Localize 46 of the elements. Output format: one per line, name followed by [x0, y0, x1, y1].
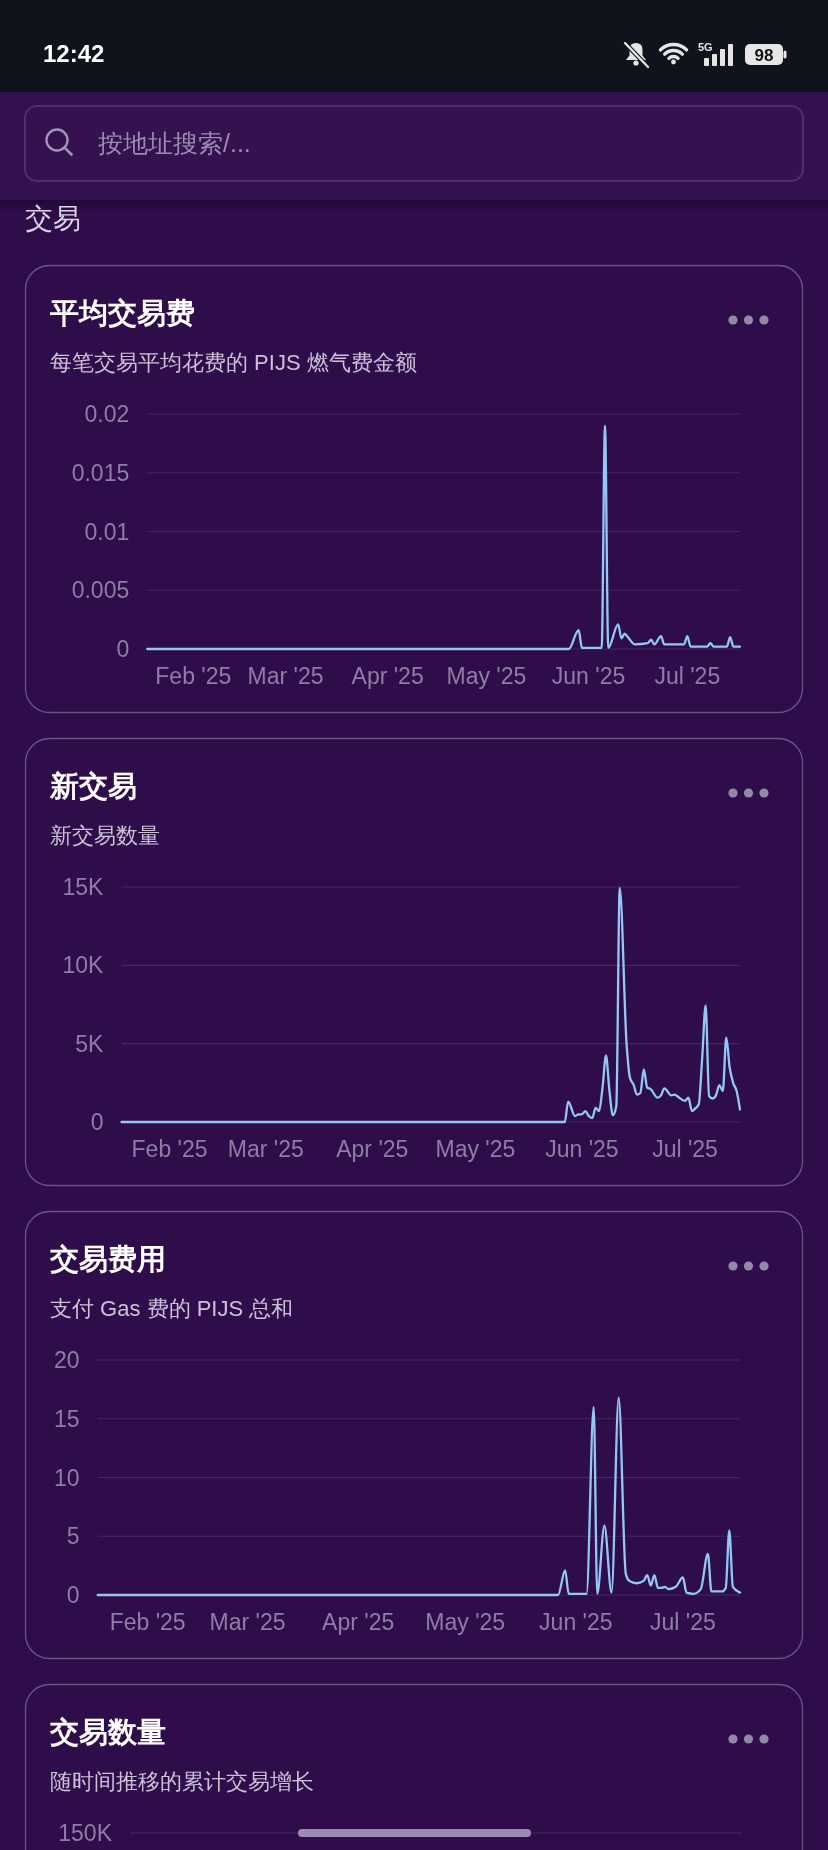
y-tick-label: 10	[54, 1464, 80, 1491]
x-tick-label: Apr '25	[336, 1136, 409, 1162]
x-tick-label: May '25	[425, 1609, 506, 1635]
section-heading: 交易	[25, 203, 81, 234]
card-subtitle: 随时间推移的累计交易增长	[50, 1769, 314, 1794]
x-tick-label: Mar '25	[247, 663, 324, 689]
x-tick-label: Jul '25	[652, 1136, 718, 1162]
x-tick-label: Jun '25	[539, 1609, 613, 1635]
y-tick-label: 5	[66, 1523, 80, 1550]
x-tick-label: Mar '25	[209, 1609, 286, 1635]
status-network: 5G	[698, 41, 713, 53]
y-tick-label: 15	[54, 1405, 80, 1432]
card-subtitle: 支付 Gas 费的 PIJS 总和	[50, 1296, 294, 1321]
card-subtitle: 新交易数量	[50, 823, 160, 848]
x-tick-label: Jun '25	[551, 663, 626, 689]
x-tick-label: Jul '25	[650, 1609, 716, 1635]
y-tick-label: 15K	[62, 874, 104, 900]
y-tick-label: 20	[54, 1347, 80, 1373]
tick-label: 150K	[58, 1820, 112, 1846]
x-tick-label: May '25	[446, 663, 527, 689]
y-tick-label: 10K	[62, 952, 104, 979]
x-tick-label: Feb '25	[109, 1609, 186, 1635]
search-placeholder: 按地址搜索/...	[98, 129, 251, 157]
x-tick-label: Feb '25	[155, 663, 232, 689]
card-subtitle: 每笔交易平均花费的 PIJS 燃气费金额	[50, 350, 417, 375]
y-tick-label: 0.005	[71, 577, 130, 604]
x-tick-label: Feb '25	[131, 1136, 208, 1162]
x-tick-label: Apr '25	[351, 663, 424, 689]
card-title: 新交易	[50, 770, 137, 802]
y-tick-label: 0	[90, 1109, 104, 1135]
x-tick-label: Mar '25	[227, 1136, 304, 1162]
status-time: 12:42	[43, 40, 105, 67]
y-tick-label: 0.015	[71, 459, 130, 486]
y-tick-label: 0.01	[84, 518, 130, 545]
y-tick-label: 5K	[75, 1030, 104, 1057]
x-tick-label: Jun '25	[545, 1136, 619, 1162]
card-title: 平均交易费	[50, 297, 195, 329]
x-tick-label: Apr '25	[322, 1609, 395, 1635]
x-tick-label: Jul '25	[654, 663, 721, 689]
y-tick-label: 0	[116, 636, 130, 662]
y-tick-label: 0	[66, 1582, 80, 1608]
x-tick-label: May '25	[435, 1136, 516, 1162]
card-title: 交易数量	[50, 1716, 166, 1748]
card-title: 交易费用	[50, 1243, 166, 1275]
y-tick-label: 0.02	[84, 401, 130, 427]
status-battery: 98	[754, 46, 774, 65]
